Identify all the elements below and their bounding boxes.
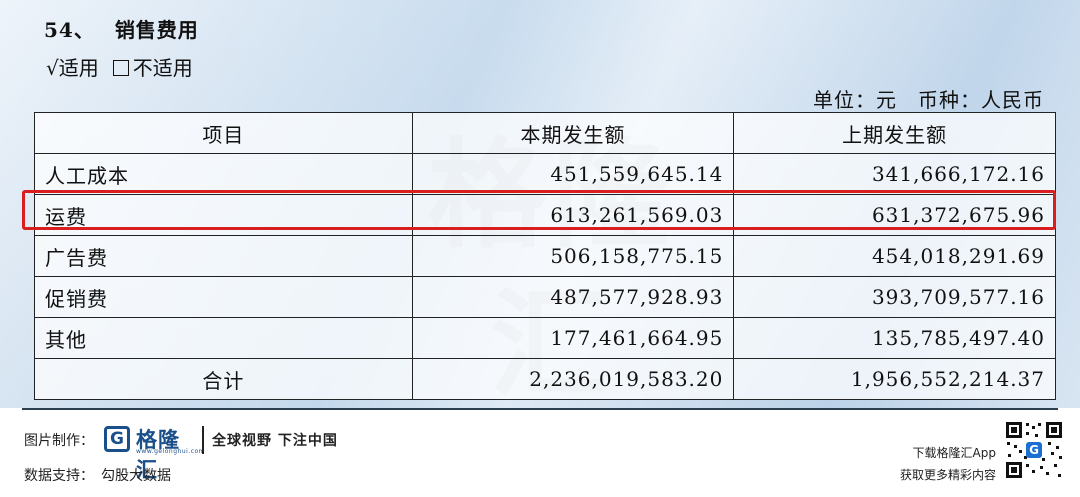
applicability-line: √适用 不适用 [46,52,193,81]
row-current: 177,461,664.95 [411,317,735,359]
table-row: 其他 177,461,664.95 135,785,497.40 [34,317,1056,359]
row-previous: 135,785,497.40 [733,317,1056,359]
qr-code-icon[interactable]: G [1004,420,1064,480]
row-item: 其他 [34,317,413,359]
applicable-label: 适用 [58,56,99,80]
total-current: 2,236,019,583.20 [411,358,735,400]
section-number: 54、 [44,18,95,42]
svg-text:G: G [1029,443,1039,457]
more-content-text: 获取更多精彩内容 [899,468,996,482]
footer-divider [22,408,1058,410]
row-item: 广告费 [34,235,413,277]
table-header-row: 项目 本期发生额 上期发生额 [34,112,1056,154]
row-item: 促销费 [34,276,413,318]
unit-currency-note: 单位：元 币种：人民币 [813,88,1044,112]
footer: 图片制作： G 格隆汇 www.gelonghui.com 全球视野 下注中国 … [0,410,1080,497]
g-logo-icon: G [104,426,130,452]
brand-name: 格隆汇 [136,428,180,482]
freight-row-highlight [22,190,1056,230]
section-heading: 54、 销售费用 [44,14,199,43]
table-total-row: 合计 2,236,019,583.20 1,956,552,214.37 [34,358,1056,400]
footer-separator [202,426,204,454]
row-current: 451,559,645.14 [411,153,735,195]
empty-checkbox-icon [112,60,129,76]
brand-logo: G 格隆汇 www.gelonghui.com [104,424,205,482]
row-previous: 454,018,291.69 [733,235,1056,277]
not-applicable-label: 不适用 [132,56,193,80]
row-previous: 393,709,577.16 [733,276,1056,318]
check-mark-icon: √ [46,56,59,80]
section-title: 销售费用 [114,18,199,42]
row-current: 487,577,928.93 [411,276,735,318]
table-row: 促销费 487,577,928.93 393,709,577.16 [34,276,1056,318]
total-previous: 1,956,552,214.37 [733,358,1056,400]
row-current: 506,158,775.15 [411,235,735,277]
table-row: 人工成本 451,559,645.14 341,666,172.16 [34,153,1056,195]
made-by-label: 图片制作： [24,433,94,449]
header-current-period: 本期发生额 [411,112,735,154]
row-item: 人工成本 [34,153,413,195]
header-item: 项目 [34,112,413,154]
row-previous: 341,666,172.16 [733,153,1056,195]
slogan: 全球视野 下注中国 [212,433,338,449]
download-app-text: 下载格隆汇App [912,446,996,460]
sales-expense-table: 项目 本期发生额 上期发生额 人工成本 451,559,645.14 341,6… [34,112,1056,400]
header-previous-period: 上期发生额 [733,112,1056,154]
data-support: 数据支持： 勾股大数据 [24,468,171,484]
brand-url: www.gelonghui.com [136,448,206,455]
table-row: 广告费 506,158,775.15 454,018,291.69 [34,235,1056,277]
total-label: 合计 [34,358,413,400]
